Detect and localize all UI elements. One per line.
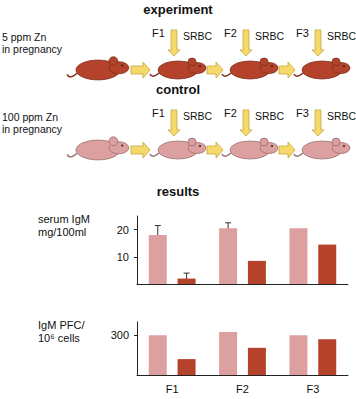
svg-text:in pregnancy: in pregnancy bbox=[2, 43, 63, 55]
svg-text:results: results bbox=[157, 184, 200, 199]
svg-text:SRBC: SRBC bbox=[327, 30, 356, 42]
svg-text:F3: F3 bbox=[296, 107, 309, 119]
svg-text:10⁶ cells: 10⁶ cells bbox=[38, 332, 80, 344]
svg-text:F1: F1 bbox=[152, 107, 165, 119]
svg-text:IgM PFC/: IgM PFC/ bbox=[38, 319, 85, 331]
svg-text:100 ppm Zn: 100 ppm Zn bbox=[2, 111, 58, 123]
svg-text:F1: F1 bbox=[166, 383, 179, 395]
svg-text:5 ppm Zn: 5 ppm Zn bbox=[2, 31, 47, 43]
svg-text:SRBC: SRBC bbox=[327, 110, 356, 122]
svg-text:10: 10 bbox=[117, 251, 129, 263]
svg-text:SRBC: SRBC bbox=[183, 30, 213, 42]
svg-text:F3: F3 bbox=[296, 27, 309, 39]
svg-text:experiment: experiment bbox=[143, 2, 213, 17]
svg-text:F3: F3 bbox=[306, 383, 319, 395]
svg-text:20: 20 bbox=[117, 224, 129, 236]
svg-text:SRBC: SRBC bbox=[183, 110, 213, 122]
svg-text:SRBC: SRBC bbox=[255, 30, 285, 42]
svg-text:F1: F1 bbox=[152, 27, 165, 39]
svg-text:F2: F2 bbox=[224, 27, 237, 39]
svg-text:mg/100ml: mg/100ml bbox=[38, 226, 86, 238]
svg-text:in pregnancy: in pregnancy bbox=[2, 123, 63, 135]
svg-text:F2: F2 bbox=[236, 383, 249, 395]
svg-text:F2: F2 bbox=[224, 107, 237, 119]
svg-text:serum IgM: serum IgM bbox=[38, 213, 90, 225]
svg-text:SRBC: SRBC bbox=[255, 110, 285, 122]
svg-text:control: control bbox=[156, 82, 200, 97]
svg-text:300: 300 bbox=[111, 329, 129, 341]
